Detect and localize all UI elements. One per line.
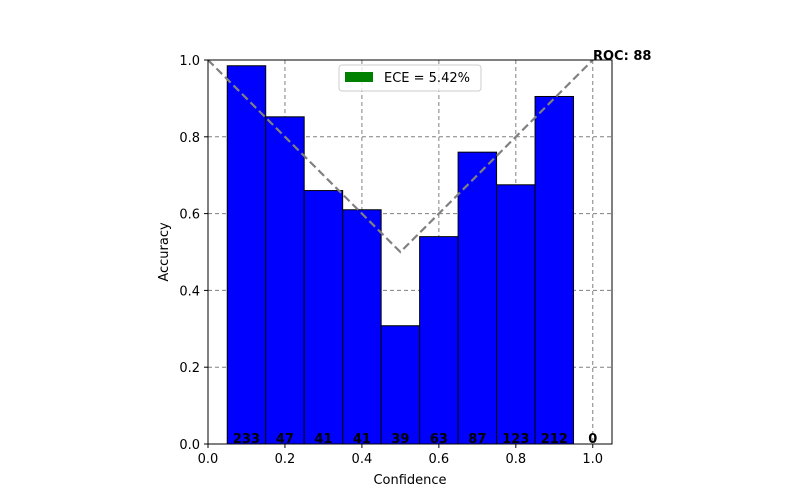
bin-count-label: 123	[502, 432, 529, 447]
legend: ECE = 5.42%	[338, 64, 482, 92]
reference-line	[207, 59, 594, 254]
x-tick-label: 0.6	[429, 452, 450, 467]
bin-count-label: 87	[468, 432, 486, 447]
reference-dashed-line	[207, 59, 594, 254]
y-tick-label: 0.6	[179, 208, 200, 223]
axes: 0.0 0.2 0.4 0.6 0.8 1.0 0.0 0.2 0.4 0.6 0.8 1.0	[179, 54, 613, 467]
x-axis-label: Confidence	[373, 473, 446, 488]
accuracy-bar	[457, 151, 498, 445]
bin-count-label: 0	[588, 432, 597, 447]
bin-count-label: 63	[430, 432, 448, 447]
bin-count-label: 41	[353, 432, 371, 447]
bin-count-label: 41	[314, 432, 332, 447]
y-tick-label: 0.8	[179, 131, 200, 146]
bin-count-label: 47	[276, 432, 294, 447]
bin-count-labels: 233 47 41 41 39 63 87 123 212 0	[233, 432, 597, 447]
x-tick-label: 0.8	[505, 452, 526, 467]
accuracy-bar	[342, 209, 382, 445]
x-tick-label: 0.0	[198, 452, 219, 467]
x-tick-label: 0.2	[275, 452, 296, 467]
accuracy-bar	[265, 116, 305, 445]
bin-count-label: 233	[233, 432, 260, 447]
axes-frame	[207, 59, 613, 445]
accuracy-bar	[419, 236, 459, 445]
accuracy-bar	[303, 190, 344, 445]
accuracy-bar	[496, 184, 536, 445]
legend-box	[338, 64, 482, 92]
y-tick-label: 0.2	[179, 361, 200, 376]
y-axis-label: Accuracy	[157, 222, 172, 282]
x-tick-label: 0.4	[352, 452, 373, 467]
y-tick-label: 1.0	[179, 54, 200, 69]
bin-count-label: 212	[541, 432, 568, 447]
accuracy-bars	[226, 65, 575, 445]
bin-count-label: 39	[391, 432, 409, 447]
roc-annotation: ROC: 88	[593, 49, 651, 64]
x-tick-label: 1.0	[582, 452, 603, 467]
accuracy-bar	[380, 325, 421, 445]
y-tick-label: 0.4	[179, 284, 200, 299]
accuracy-bar	[226, 65, 267, 445]
accuracy-bar	[534, 95, 575, 445]
legend-swatch	[345, 72, 373, 82]
y-tick-label: 0.0	[179, 438, 200, 453]
legend-label: ECE = 5.42%	[384, 71, 470, 86]
